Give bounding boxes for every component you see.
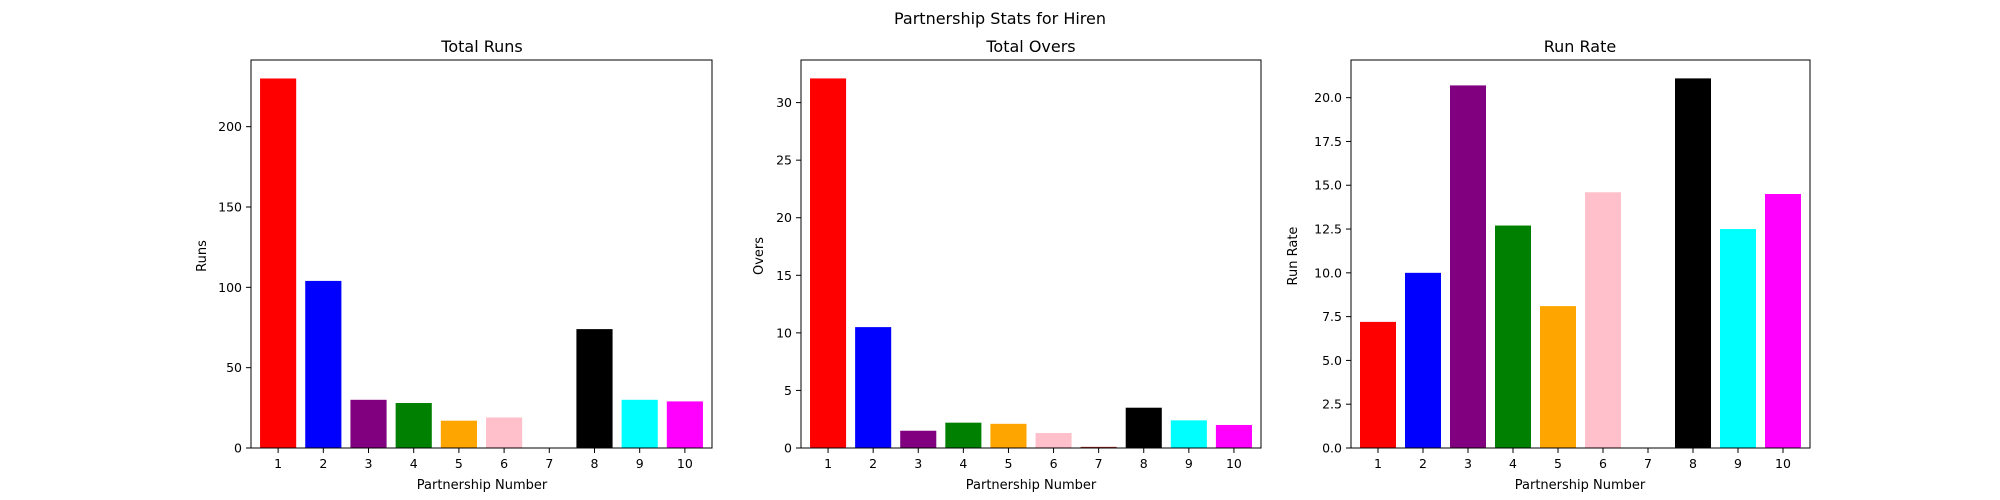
x-tick-label: 3 [365,456,373,471]
x-tick-label: 10 [1226,456,1242,471]
x-tick-label: 9 [1185,456,1193,471]
x-tick-label: 5 [1554,456,1562,471]
subplot-total-runs: Total Runs Partnership Number Runs 1 2 3 4 5… [195,37,713,493]
subplot-total-overs: Total Overs Partnership Number Overs 1 2 3… [752,37,1262,493]
x-tick-label: 1 [1374,456,1382,471]
bar-partnership-8 [1125,407,1162,448]
x-tick-label: 8 [1140,456,1148,471]
y-tick-label: 15 [776,268,792,283]
x-tick-label: 1 [824,456,832,471]
subplot-run-rate: Run Rate Partnership Number Run Rate 1 2 3… [1286,37,1811,493]
bar-partnership-10 [666,401,703,448]
y-tick-label: 7.5 [1322,309,1342,324]
x-tick-label: 9 [1734,456,1742,471]
bar-partnership-10 [1765,194,1801,448]
bar-partnership-3 [1450,85,1486,449]
x-tick-label: 6 [1050,456,1058,471]
bar-partnership-8 [576,329,613,448]
x-tick-label: 7 [1095,456,1103,471]
bar-partnership-9 [1170,420,1207,448]
y-tick-label: 50 [226,360,242,375]
y-tick-label: 12.5 [1314,222,1342,237]
x-tick-label: 4 [410,456,418,471]
y-axis-label: Overs [752,237,767,275]
y-tick-label: 0.0 [1322,441,1342,456]
y-tick-label: 2.5 [1322,397,1342,412]
y-tick-label: 150 [218,200,242,215]
bar-partnership-6 [1585,192,1621,448]
x-tick-label: 7 [1644,456,1652,471]
y-tick-label: 0 [784,441,792,456]
x-tick-label: 8 [1689,456,1697,471]
x-tick-label: 6 [500,456,508,471]
x-tick-label: 10 [1775,456,1791,471]
x-tick-label: 9 [636,456,644,471]
bar-partnership-6 [486,417,523,448]
axes-frame [250,59,713,449]
bar-partnership-7 [1080,446,1117,448]
y-tick-label: 100 [218,280,242,295]
x-tick-label: 5 [1004,456,1012,471]
x-tick-label: 7 [545,456,553,471]
figure-suptitle: Partnership Stats for Hiren [894,9,1106,28]
y-tick-label: 20 [776,210,792,225]
bar-partnership-10 [1215,424,1252,448]
bar-partnership-4 [395,403,432,448]
x-axis-label: Partnership Number [417,478,548,493]
bar-partnership-1 [810,78,847,449]
y-tick-label: 25 [776,153,792,168]
subplot-title: Total Runs [440,37,522,56]
subplot-title: Total Overs [985,37,1075,56]
x-tick-label: 6 [1599,456,1607,471]
x-tick-label: 2 [319,456,327,471]
y-tick-label: 5.0 [1322,353,1342,368]
y-tick-label: 10 [776,325,792,340]
x-tick-label: 2 [869,456,877,471]
bar-partnership-3 [900,430,937,448]
axes-frame [800,59,1262,449]
y-tick-label: 10.0 [1314,265,1342,280]
y-axis-label: Run Rate [1286,227,1301,286]
x-tick-label: 2 [1419,456,1427,471]
bar-partnership-2 [305,280,342,448]
bar-partnership-9 [1720,229,1756,448]
x-tick-label: 8 [591,456,599,471]
x-tick-label: 4 [1509,456,1517,471]
bar-partnership-9 [621,399,658,448]
y-tick-label: 30 [776,95,792,110]
bar-partnership-1 [1360,321,1396,448]
axes-frame [1350,59,1811,449]
x-axis-label: Partnership Number [966,478,1097,493]
x-tick-label: 3 [914,456,922,471]
bar-partnership-8 [1675,78,1711,449]
y-tick-label: 5 [784,383,792,398]
x-tick-label: 4 [959,456,967,471]
y-tick-label: 20.0 [1314,90,1342,105]
bar-partnership-6 [1035,433,1072,448]
bar-partnership-5 [440,420,477,448]
bar-partnership-4 [1495,225,1531,448]
bar-partnership-5 [1540,306,1576,448]
bar-partnership-5 [990,423,1027,448]
bar-partnership-1 [260,78,297,448]
x-tick-label: 5 [455,456,463,471]
y-tick-label: 15.0 [1314,178,1342,193]
bar-partnership-2 [1405,272,1441,448]
subplot-title: Run Rate [1544,37,1616,56]
x-tick-label: 3 [1464,456,1472,471]
bar-partnership-3 [350,399,387,448]
x-tick-label: 10 [677,456,693,471]
bar-partnership-2 [855,327,892,448]
y-tick-label: 200 [218,119,242,134]
x-axis-label: Partnership Number [1515,478,1646,493]
y-tick-label: 17.5 [1314,134,1342,149]
x-tick-label: 1 [274,456,282,471]
y-tick-label: 0 [234,441,242,456]
y-axis-label: Runs [195,240,210,272]
bar-partnership-4 [945,422,982,448]
